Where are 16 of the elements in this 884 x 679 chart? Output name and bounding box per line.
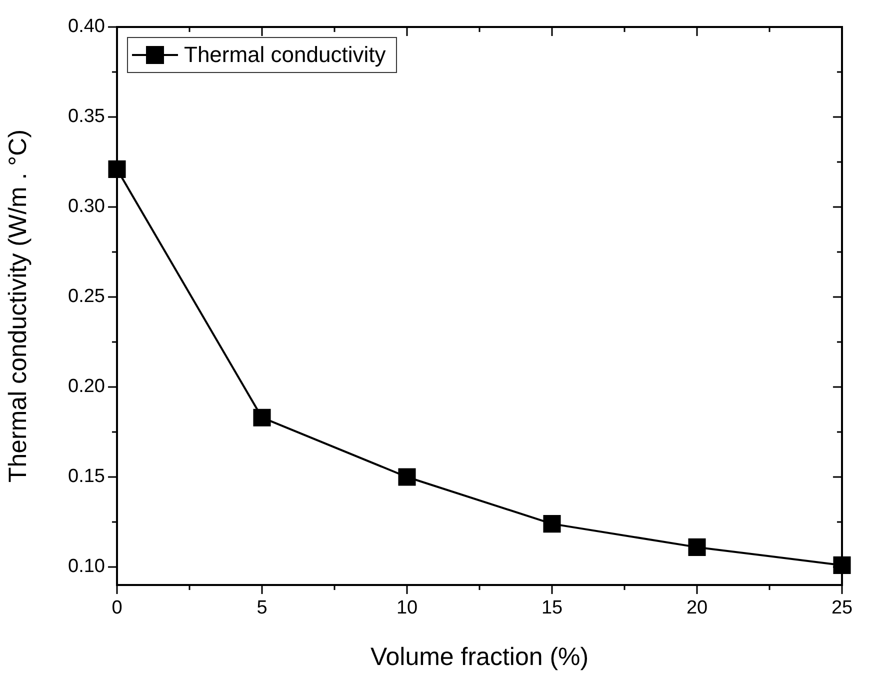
y-tick-label: 0.35: [68, 106, 105, 128]
x-tick-label: 10: [396, 598, 418, 619]
x-tick-label: 15: [541, 598, 563, 619]
x-tick-label: 5: [256, 598, 268, 619]
x-tick-label: 20: [686, 598, 708, 619]
x-tick-label: 25: [831, 598, 853, 619]
y-tick-label: 0.20: [68, 376, 105, 398]
legend-label: Thermal conductivity: [184, 42, 386, 68]
y-tick-label: 0.30: [68, 196, 105, 218]
y-tick-label: 0.10: [68, 556, 105, 578]
x-tick-label: 0: [112, 598, 122, 619]
y-tick-label: 0.40: [68, 16, 105, 38]
y-tick-label: 0.15: [68, 466, 105, 488]
y-tick-label: 0.25: [68, 286, 105, 308]
y-axis-title: Thermal conductivity (W/m . °C): [4, 129, 32, 483]
x-axis-title: Volume fraction (%): [370, 642, 589, 671]
